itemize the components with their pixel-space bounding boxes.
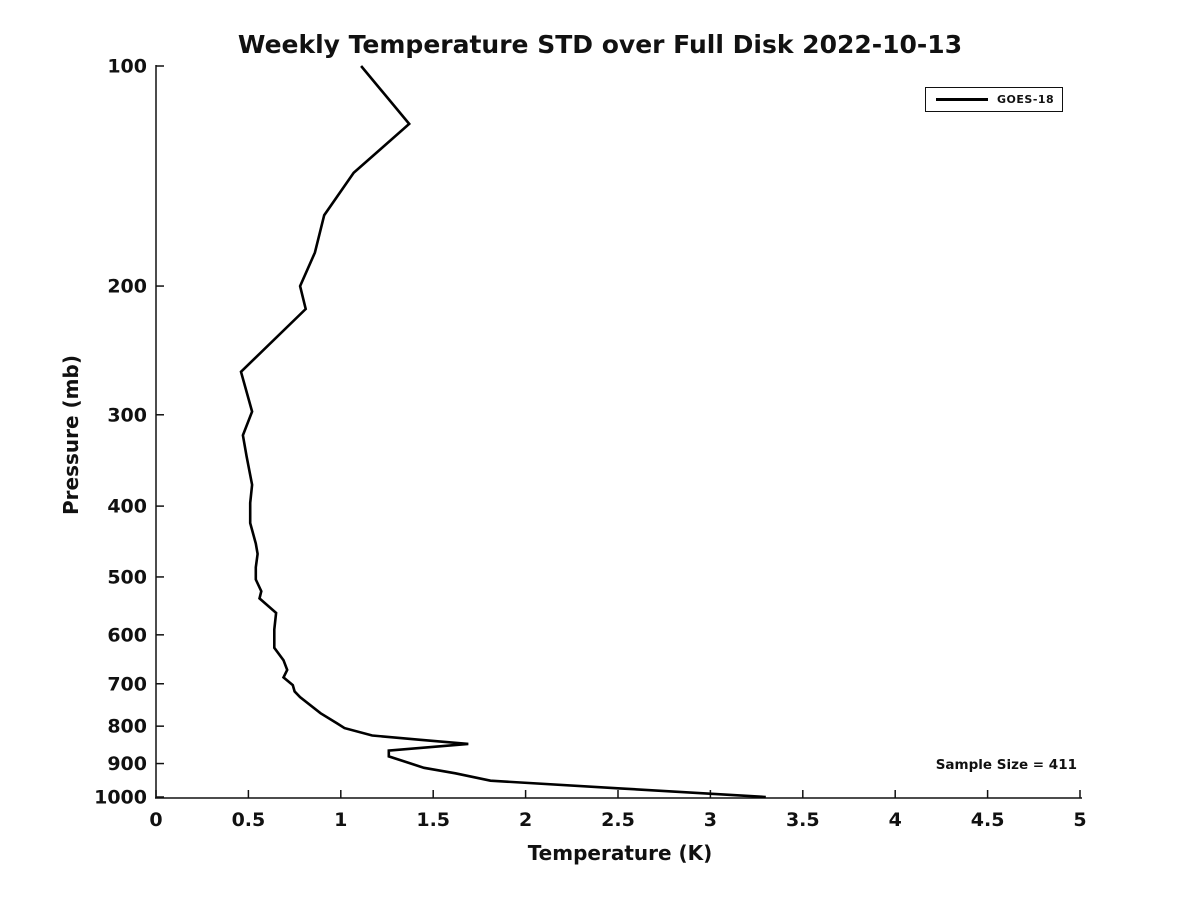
legend: GOES-18	[925, 87, 1063, 112]
x-tick-label: 1	[334, 809, 347, 831]
x-tick-label: 4	[889, 809, 902, 831]
x-tick-label: 0	[149, 809, 162, 831]
y-tick-label: 1000	[94, 787, 147, 809]
y-axis-label: Pressure (mb)	[59, 355, 83, 515]
y-tick-label: 700	[107, 673, 147, 695]
x-tick-label: 3	[704, 809, 717, 831]
sample-size-annotation: Sample Size = 411	[935, 757, 1077, 773]
x-tick-label: 4.5	[971, 809, 1005, 831]
x-tick-label: 1.5	[416, 809, 450, 831]
y-tick-label: 200	[107, 276, 147, 298]
chart-title: Weekly Temperature STD over Full Disk 20…	[237, 30, 963, 59]
y-tick-label: 800	[107, 716, 147, 738]
x-axis-label: Temperature (K)	[527, 841, 713, 865]
legend-line-sample	[936, 97, 988, 102]
x-tick-label: 2	[519, 809, 532, 831]
y-tick-label: 100	[107, 56, 147, 78]
y-tick-label: 300	[107, 404, 147, 426]
legend-series-label: GOES-18	[997, 93, 1055, 106]
y-tick-label: 600	[107, 624, 147, 646]
x-tick-label: 2.5	[601, 809, 635, 831]
y-tick-label: 900	[107, 753, 147, 775]
x-tick-label: 3.5	[786, 809, 820, 831]
y-tick-label: 500	[107, 566, 147, 588]
x-tick-label: 0.5	[232, 809, 266, 831]
x-tick-label: 5	[1073, 809, 1086, 831]
data-line-GOES-18	[239, 65, 766, 799]
y-tick-label: 400	[107, 496, 147, 518]
